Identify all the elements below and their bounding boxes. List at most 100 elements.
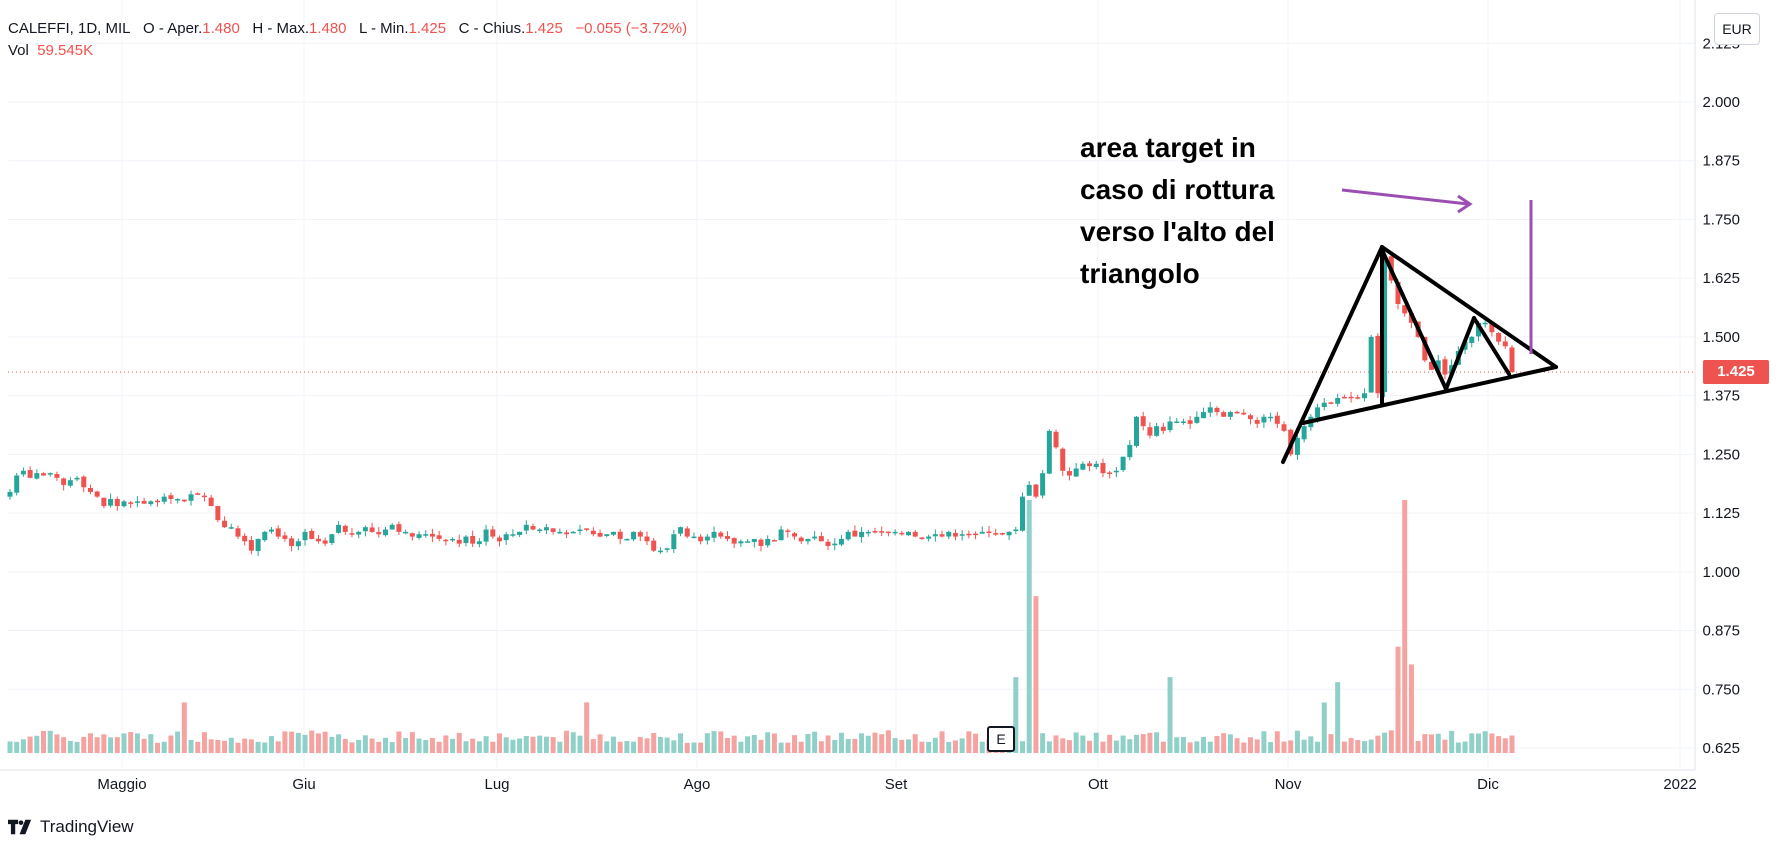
- high-label: H - Max.: [252, 20, 309, 37]
- candle-body: [932, 534, 938, 537]
- candle-body: [362, 527, 368, 532]
- volume-bar: [1294, 730, 1300, 753]
- volume-bar: [644, 738, 650, 753]
- candle-body: [141, 500, 147, 504]
- candle-body: [349, 533, 355, 535]
- volume-bar: [892, 738, 898, 753]
- candle-body: [584, 528, 590, 530]
- candle-body: [899, 532, 905, 535]
- symbol-legend: CALEFFI, 1D, MIL O - Aper.1.480 H - Max.…: [8, 18, 687, 62]
- volume-bar: [302, 734, 308, 753]
- candle-body: [1234, 411, 1240, 414]
- volume-bar: [14, 741, 20, 753]
- volume-bar: [926, 741, 932, 753]
- candle-body: [966, 533, 972, 536]
- volume-bar: [872, 732, 878, 753]
- candle-body: [67, 480, 73, 486]
- candle-body: [1093, 463, 1099, 467]
- volume-bar: [450, 738, 456, 753]
- candle-body: [657, 550, 663, 553]
- candle-body: [1442, 359, 1448, 375]
- volume-bar: [952, 740, 958, 753]
- candle-body: [1160, 426, 1166, 431]
- volume-bar: [228, 737, 234, 753]
- volume-bar: [1080, 735, 1086, 753]
- volume-bar: [523, 736, 529, 753]
- volume-bar: [1315, 741, 1321, 753]
- volume-bar: [1120, 735, 1126, 753]
- candle-body: [1261, 416, 1267, 423]
- volume-bar: [61, 737, 67, 753]
- candle-body: [409, 533, 415, 537]
- volume-label: Vol: [8, 42, 29, 59]
- candle-body: [704, 536, 710, 541]
- candle-body: [429, 533, 435, 537]
- volume-bar: [34, 735, 40, 753]
- candle-body: [1080, 463, 1086, 470]
- volume-bar: [195, 741, 201, 753]
- candle-body: [188, 494, 194, 501]
- y-tick-label: 1.000: [1702, 564, 1740, 581]
- tradingview-brand[interactable]: TradingView: [8, 815, 134, 839]
- volume-bar: [671, 740, 677, 753]
- candle-body: [1201, 412, 1207, 419]
- candle-body: [1060, 448, 1066, 471]
- volume-bar: [651, 732, 657, 753]
- volume-bar: [637, 737, 643, 753]
- volume-bar: [1134, 734, 1139, 753]
- candle-body: [825, 541, 831, 546]
- volume-bar: [1442, 739, 1448, 753]
- candle-body: [691, 536, 697, 539]
- volume-bar: [282, 731, 288, 753]
- volume-bar: [503, 737, 509, 753]
- volume-bar: [349, 742, 355, 753]
- candle-body: [597, 532, 603, 537]
- volume-bar: [1227, 734, 1233, 753]
- volume-bar: [436, 741, 442, 753]
- volume-bar: [1341, 741, 1347, 753]
- y-tick-label: 2.000: [1702, 94, 1740, 111]
- candle-body: [1281, 424, 1287, 431]
- candle-body: [47, 473, 53, 475]
- volume-bar: [1053, 735, 1059, 753]
- candle-body: [771, 540, 777, 542]
- y-tick-label: 1.250: [1702, 446, 1740, 463]
- volume-bar: [201, 732, 207, 753]
- candle-body: [798, 537, 804, 542]
- candle-body: [523, 524, 529, 531]
- volume-bar: [624, 741, 630, 753]
- volume-bar: [724, 738, 730, 753]
- y-tick-label: 0.875: [1702, 623, 1740, 640]
- tradingview-logo-icon: [8, 819, 32, 835]
- volume-bar: [751, 735, 757, 753]
- volume-bar: [731, 735, 737, 753]
- candle-body: [865, 531, 871, 534]
- volume-bar: [543, 736, 549, 753]
- candle-body: [724, 536, 730, 539]
- volume-bar: [617, 741, 623, 753]
- candle-body: [1496, 333, 1502, 342]
- volume-bar: [771, 733, 777, 753]
- candle-body: [1214, 407, 1220, 413]
- volume-bar: [631, 741, 637, 753]
- candle-body: [604, 534, 610, 536]
- candle-body: [1140, 416, 1146, 427]
- currency-button[interactable]: EUR: [1714, 13, 1760, 45]
- volume-bar: [295, 732, 301, 753]
- candle-body: [1207, 407, 1213, 413]
- volume-bar: [1368, 739, 1374, 753]
- candle-body: [517, 531, 523, 535]
- volume-bar: [946, 742, 952, 753]
- triangle-left-edge: [1281, 245, 1384, 464]
- earnings-marker[interactable]: E: [987, 726, 1015, 752]
- candle-body: [1147, 427, 1153, 436]
- volume-bar: [758, 739, 764, 753]
- x-tick-label: Maggio: [97, 776, 146, 793]
- x-tick-label: Giu: [292, 776, 315, 793]
- candle-body: [610, 531, 616, 535]
- volume-bar: [1335, 682, 1341, 753]
- x-tick-label: Dic: [1477, 776, 1499, 793]
- volume-bar: [108, 737, 114, 753]
- volume-bar: [798, 741, 804, 753]
